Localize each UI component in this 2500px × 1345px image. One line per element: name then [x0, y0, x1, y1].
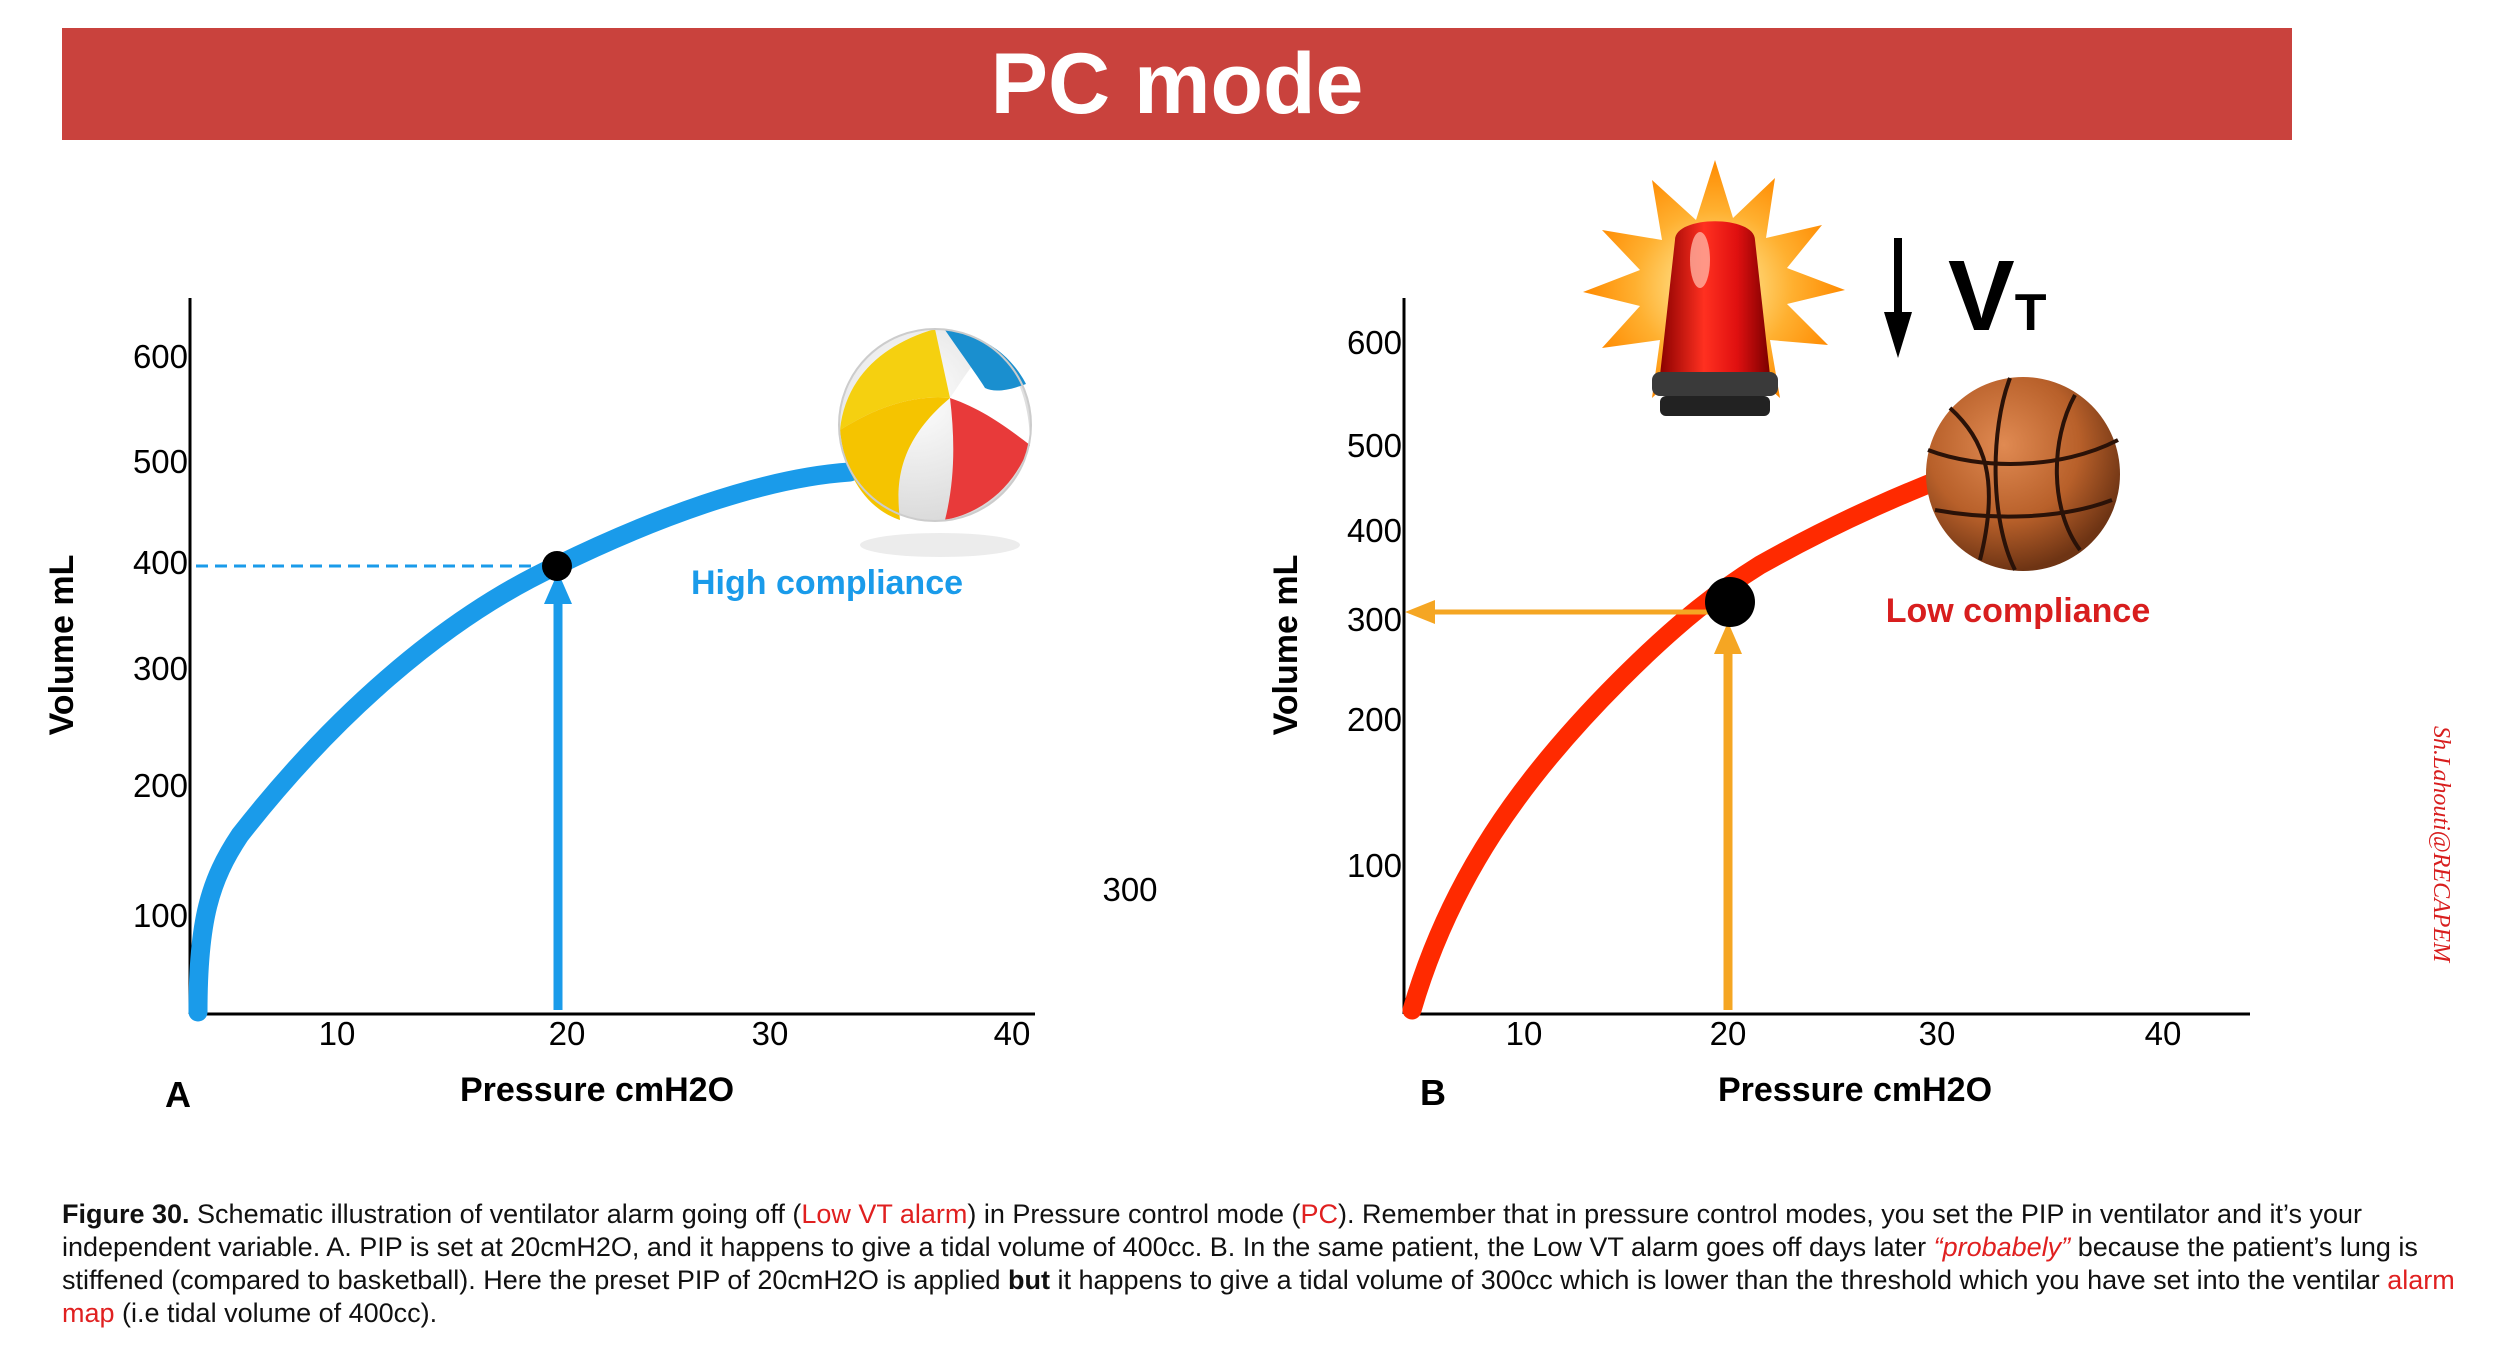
- panel-a-operating-point: [542, 551, 572, 581]
- caption-text: ) in Pressure control mode (: [967, 1199, 1301, 1229]
- panel-a-y-tick: 600: [133, 338, 188, 375]
- panel-a-pv-curve: [188, 462, 860, 1022]
- figure-diagram: 600 500 400 300 200 100 10 20 30 40 Pres…: [43, 160, 2250, 1115]
- panel-b-y-tick: 100: [1347, 847, 1402, 884]
- panel-b-x-tick: 30: [1919, 1015, 1956, 1052]
- panel-b-y-tick: 500: [1347, 427, 1402, 464]
- vt-label-main: V: [1948, 240, 2015, 352]
- beach-ball-icon: [838, 328, 1032, 557]
- panel-a-y-tick: 500: [133, 443, 188, 480]
- panel-a-x-label: Pressure cmH2O: [460, 1071, 734, 1109]
- caption-text: Schematic illustration of ventilator ala…: [189, 1199, 802, 1229]
- caption-probably: “probabely”: [1933, 1232, 2071, 1262]
- panel-b-operating-point: [1705, 577, 1755, 627]
- caption-pc: PC: [1300, 1199, 1339, 1229]
- panel-b-x-tick: 20: [1710, 1015, 1747, 1052]
- caption-text: ). Remember that in pressure control mod…: [62, 1199, 2363, 1262]
- caption-lead: Figure 30.: [62, 1199, 190, 1229]
- panel-a-stray-label: 300: [1102, 871, 1157, 908]
- panel-a: 600 500 400 300 200 100 10 20 30 40 Pres…: [43, 298, 1158, 1115]
- caption-alarm-map: alarm map: [62, 1265, 2455, 1328]
- panel-b-x-tick: 40: [2145, 1015, 2182, 1052]
- panel-a-annotation: High compliance: [691, 564, 963, 602]
- panel-b-annotation: Low compliance: [1886, 592, 2151, 630]
- panel-a-y-tick: 200: [133, 767, 188, 804]
- panel-a-x-tick: 10: [319, 1015, 356, 1052]
- panel-b-x-tick: 10: [1506, 1015, 1543, 1052]
- panel-b-letter: B: [1420, 1072, 1446, 1113]
- low-vt-indicator: VT: [1884, 238, 2047, 358]
- alarm-siren-icon: [1583, 160, 1845, 416]
- vt-label: VT: [1948, 240, 2047, 352]
- panel-a-y-tick: 100: [133, 897, 188, 934]
- panel-b-volume-arrow-head: [1405, 600, 1435, 624]
- panel-b-y-tick: 600: [1347, 324, 1402, 361]
- panel-a-x-tick: 30: [752, 1015, 789, 1052]
- panel-b-y-tick: 200: [1347, 701, 1402, 738]
- author-watermark: Sh.Lahouti@RECAPEM: [2428, 726, 2454, 964]
- panel-a-x-tick: 20: [549, 1015, 586, 1052]
- panel-a-y-tick: 400: [133, 544, 188, 581]
- panel-a-letter: A: [165, 1074, 191, 1115]
- basketball-icon: [1926, 377, 2120, 571]
- caption-text: it happens to give a tidal volume of 300…: [1050, 1265, 2388, 1295]
- caption-low-vt-alarm: Low VT alarm: [801, 1199, 968, 1229]
- panel-b-y-tick: 400: [1347, 512, 1402, 549]
- caption-text: because the patient’s lung is stiffened …: [62, 1232, 2418, 1295]
- watermark-text: Sh.Lahouti@RECAPEM: [2428, 726, 2454, 964]
- figure-caption: Figure 30. Schematic illustration of ven…: [62, 1198, 2462, 1330]
- panel-b-pv-curve: [1402, 450, 2000, 1020]
- panel-b-y-tick: 300: [1347, 601, 1402, 638]
- panel-a-y-tick: 300: [133, 650, 188, 687]
- panel-a-y-label: Volume mL: [43, 555, 81, 736]
- down-arrow-head: [1884, 312, 1912, 358]
- panel-b-x-label: Pressure cmH2O: [1718, 1071, 1992, 1109]
- page-title: PC mode: [990, 35, 1364, 132]
- caption-text: (i.e tidal volume of 400cc).: [114, 1298, 438, 1328]
- vt-label-sub: T: [2015, 284, 2047, 342]
- caption-but: but: [1008, 1265, 1050, 1295]
- panel-b-y-label: Volume mL: [1267, 555, 1305, 736]
- title-banner: PC mode: [62, 28, 2292, 140]
- panel-b: 600 500 400 300 200 100 10 20 30 40 Pres…: [1267, 160, 2250, 1113]
- panel-a-x-tick: 40: [994, 1015, 1031, 1052]
- panel-b-pressure-arrow-head: [1714, 622, 1742, 654]
- panel-a-arrow-head: [544, 572, 572, 604]
